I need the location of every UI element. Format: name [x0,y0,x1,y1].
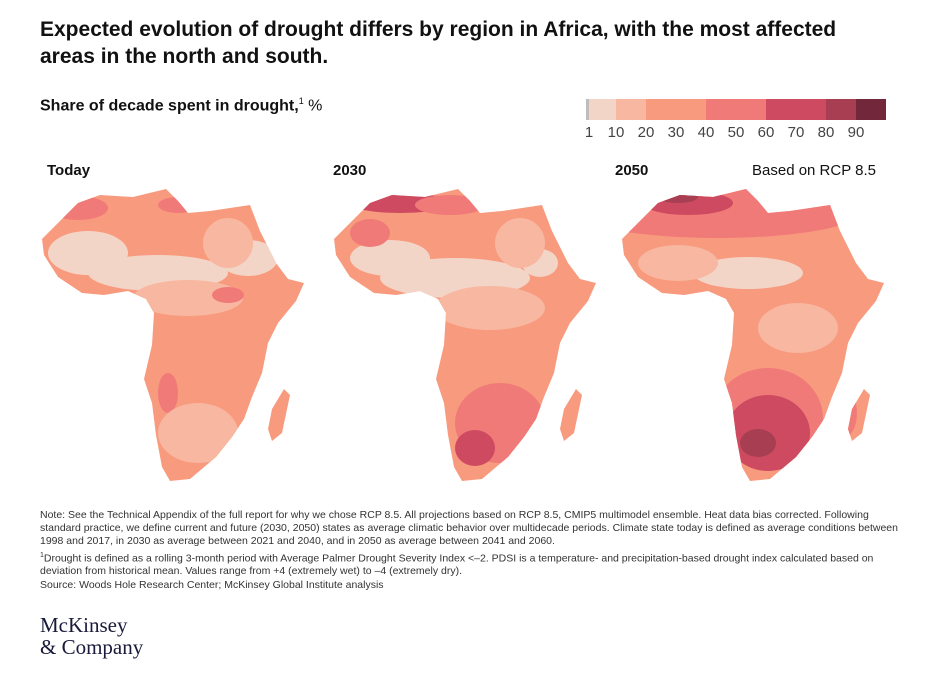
chart-title: Expected evolution of drought differs by… [40,18,837,68]
legend-tick: 60 [757,124,775,141]
subtitle: Share of decade spent in drought,1 % [40,96,322,115]
legend-tick: 40 [697,124,715,141]
legend-tick: 10 [607,124,625,141]
legend-tick: 90 [847,124,865,141]
legend-tick: 80 [817,124,835,141]
unit: % [308,97,323,115]
map-today [42,189,304,481]
subtitle-text: Share of decade spent in drought, [40,97,299,115]
map-label-today: Today [47,162,91,179]
map-label-2050: 2050 [615,162,649,179]
map-label-2030: 2030 [333,162,367,179]
mckinsey-logo: McKinsey & Company [40,614,143,658]
legend-swatch [766,99,826,120]
legend-swatch [826,99,856,120]
drought-region [158,197,198,213]
drought-region [212,287,244,303]
logo-line-1: McKinsey [40,613,128,637]
map-2050 [622,189,884,481]
legend-swatch [706,99,766,120]
logo-line-2: & Company [40,635,144,659]
map-2030 [334,189,596,481]
drought-region [350,219,390,247]
drought-region [48,231,128,275]
source-text: Source: Woods Hole Research Center; McKi… [40,578,384,591]
legend-tick: 50 [727,124,745,141]
legend-bar [586,99,886,120]
legend-swatch [856,99,886,120]
drought-region [415,195,485,215]
drought-region [758,303,838,353]
notes: Note: See the Technical Appendix of the … [40,509,900,592]
drought-region [495,218,545,268]
legend-tick: 20 [637,124,655,141]
footnote-marker: 1 [298,96,304,106]
legend-tick: 70 [787,124,805,141]
drought-region [158,373,178,413]
footnote-text: 1Drought is defined as a rolling 3-month… [40,549,900,579]
footnote-marker: 1 [40,551,44,559]
legend-swatch [616,99,646,120]
drought-region [158,403,238,463]
drought-region [48,196,108,220]
drought-region [638,245,718,281]
footnote-body: Drought is defined as a rolling 3-month … [40,552,874,578]
legend-swatch [589,99,616,120]
legend-tick: 1 [584,124,594,141]
drought-region [133,280,243,316]
drought-region [693,257,803,289]
drought-region [658,191,698,203]
legend-ticks: 1 10 20 30 40 50 60 70 80 90 [584,120,886,141]
drought-region [203,218,253,268]
legend-swatch [586,99,589,120]
legend-tick: 30 [667,124,685,141]
drought-region [350,240,430,276]
drought-region [435,286,545,330]
drought-region [829,388,857,438]
scenario-label: Based on RCP 8.5 [752,162,876,179]
note-text: Note: See the Technical Appendix of the … [40,509,898,548]
legend-swatch [646,99,706,120]
drought-region [740,429,776,457]
color-legend: 1 10 20 30 40 50 60 70 80 90 [584,99,886,141]
drought-region [455,430,495,466]
drought-region [643,191,733,215]
